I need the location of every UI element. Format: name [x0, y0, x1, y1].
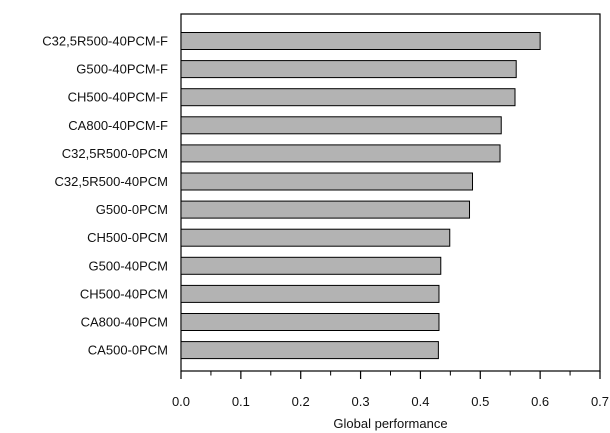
category-label: G500-40PCM	[89, 258, 168, 273]
x-tick-label: 0.3	[352, 394, 370, 409]
category-label: G500-40PCM-F	[76, 62, 168, 77]
x-tick-label: 0.6	[531, 394, 549, 409]
x-axis-ticks: 0.0 0.1 0.2 0.3 0.4 0.5 0.6 0.7	[172, 371, 609, 409]
category-label: C32,5R500-40PCM-F	[42, 34, 168, 49]
bar	[180, 88, 516, 107]
bars-group	[180, 32, 541, 360]
category-label: G500-0PCM	[96, 202, 168, 217]
bar	[180, 32, 541, 50]
x-tick-label: 0.0	[172, 394, 190, 409]
category-label: CA800-40PCM	[81, 315, 168, 330]
bar	[180, 144, 501, 163]
bar	[180, 228, 451, 247]
category-label: CA800-40PCM-F	[68, 118, 168, 133]
category-label: CH500-0PCM	[87, 230, 168, 245]
category-labels: C32,5R500-40PCM-F G500-40PCM-F CH500-40PCM…	[42, 34, 168, 358]
bar	[180, 341, 439, 360]
bar	[180, 60, 517, 79]
category-label: CH500-40PCM	[80, 286, 168, 301]
x-tick-label: 0.5	[471, 394, 489, 409]
bar	[180, 172, 474, 191]
x-tick-label: 0.2	[292, 394, 310, 409]
category-label: C32,5R500-0PCM	[62, 146, 168, 161]
x-tick-label: 0.1	[232, 394, 250, 409]
bar	[180, 256, 442, 275]
x-tick-label: 0.4	[411, 394, 429, 409]
bar	[180, 200, 471, 219]
bar	[180, 284, 440, 303]
x-tick-label: 0.7	[591, 394, 609, 409]
category-label: CA500-0PCM	[88, 343, 168, 358]
x-axis-title: Global performance	[333, 416, 447, 431]
category-label: C32,5R500-40PCM	[55, 174, 168, 189]
bar	[180, 116, 502, 135]
category-label: CH500-40PCM-F	[68, 90, 168, 105]
bar	[180, 313, 440, 331]
